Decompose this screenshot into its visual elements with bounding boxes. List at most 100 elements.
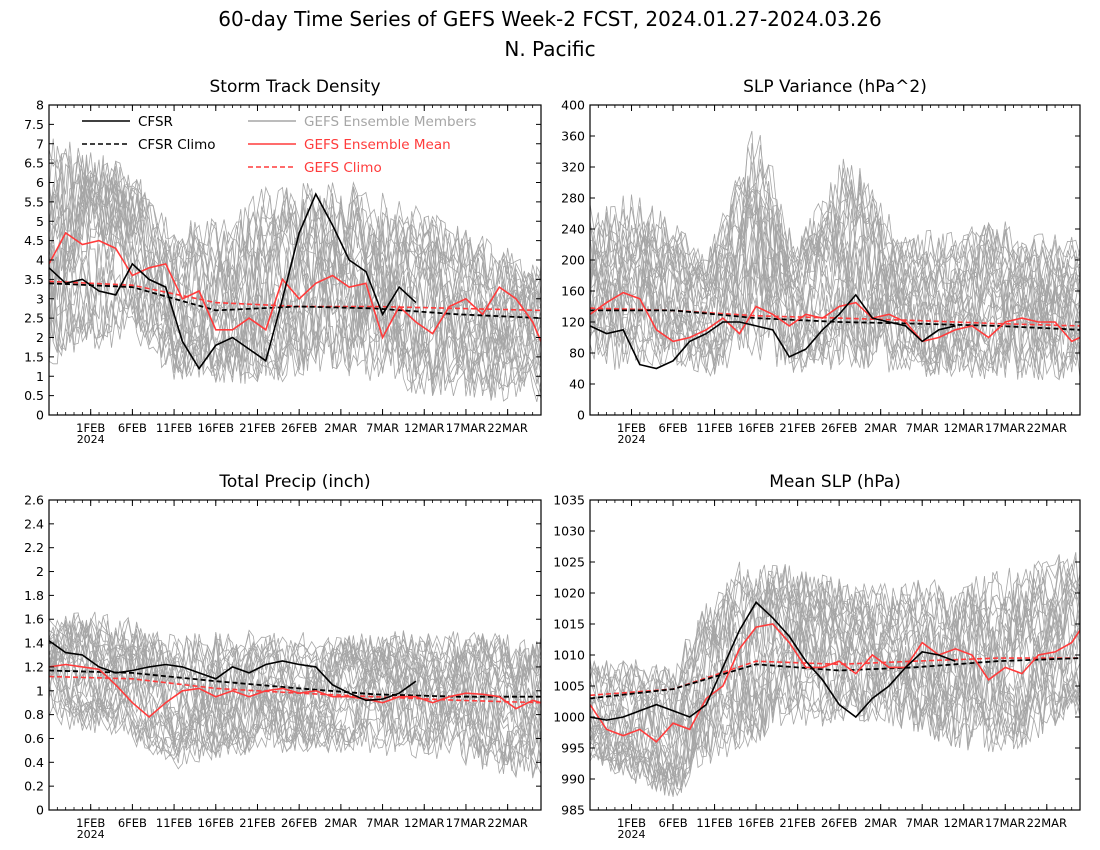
x-tick-label: 17MAR — [446, 816, 486, 830]
legend-label-ens-mean: GEFS Ensemble Mean — [304, 137, 451, 153]
series-cfsr-climo — [49, 669, 541, 698]
plot-area — [590, 552, 1080, 797]
series-gefs-ensemble-mean — [49, 231, 541, 342]
ensemble-member-line — [590, 214, 1080, 363]
panel-title: Total Precip (inch) — [218, 472, 370, 492]
y-tick-label: 80 — [569, 346, 585, 361]
series-gefs-ensemble-mean — [590, 291, 1080, 343]
y-tick-label: 400 — [561, 98, 585, 113]
x-tick-label: 1FEB — [76, 816, 105, 830]
y-tick-label: 1.4 — [24, 636, 44, 651]
ensemble-member-line — [590, 565, 1080, 792]
x-tick-label: 6FEB — [118, 816, 147, 830]
series-cfsr-climo — [49, 282, 541, 319]
ensemble-member-line — [49, 229, 541, 393]
x-tick-label: 26FEB — [821, 816, 858, 830]
ensemble-member-line — [49, 166, 541, 383]
y-tick-label: 0 — [36, 408, 44, 423]
ensemble-member-line — [590, 555, 1080, 735]
ensemble-member-line — [49, 209, 541, 378]
y-tick-label: 320 — [561, 160, 585, 175]
ensemble-members — [49, 138, 541, 403]
x-tick-label: 21FEB — [239, 421, 276, 435]
x-tick-label: 7MAR — [906, 816, 939, 830]
ensemble-member-line — [590, 164, 1080, 377]
x-tick-label: 1FEB — [617, 816, 646, 830]
series-cfsr — [49, 640, 417, 702]
legend-label-cfsr-climo: CFSR Climo — [138, 137, 216, 153]
y-tick-label: 1010 — [553, 648, 585, 663]
x-tick-label: 22MAR — [1027, 816, 1067, 830]
x-tick-label: 1FEB — [76, 421, 105, 435]
y-tick-label: 3 — [36, 291, 44, 306]
ensemble-member-line — [49, 198, 541, 392]
y-tick-label: 40 — [569, 377, 585, 392]
y-tick-label: 240 — [561, 222, 585, 237]
x-tick-label: 16FEB — [198, 816, 235, 830]
y-tick-label: 1025 — [553, 555, 585, 570]
x-tick-label: 16FEB — [198, 421, 235, 435]
y-tick-label: 6.5 — [24, 156, 44, 171]
panel-title: Storm Track Density — [209, 77, 380, 97]
ensemble-member-line — [49, 166, 541, 398]
ensemble-members — [590, 552, 1080, 797]
ensemble-member-line — [49, 204, 541, 380]
x-tick-label: 11FEB — [696, 816, 733, 830]
y-tick-label: 995 — [561, 741, 585, 756]
y-tick-label: 280 — [561, 191, 585, 206]
y-tick-label: 2.6 — [24, 493, 44, 508]
ensemble-member-line — [49, 638, 541, 759]
y-tick-label: 2.2 — [24, 540, 44, 555]
x-tick-label: 12MAR — [404, 421, 444, 435]
y-tick-label: 0.4 — [24, 755, 44, 770]
x-tick-label: 26FEB — [281, 816, 318, 830]
y-tick-label: 0 — [36, 803, 44, 818]
y-tick-label: 4.5 — [24, 233, 44, 248]
ensemble-member-line — [590, 181, 1080, 342]
x-tick-label: 2MAR — [864, 816, 897, 830]
ensemble-member-line — [49, 209, 541, 374]
x-tick-label: 16FEB — [738, 816, 775, 830]
x-year-label: 2024 — [618, 828, 646, 841]
ensemble-member-line — [590, 189, 1080, 364]
ensemble-member-line — [590, 252, 1080, 380]
y-tick-label: 1020 — [553, 586, 585, 601]
x-tick-label: 22MAR — [487, 816, 527, 830]
y-tick-label: 2 — [36, 330, 44, 345]
y-tick-label: 4 — [36, 253, 44, 268]
plot-frame — [48, 499, 542, 811]
chart-panel-3: Total Precip (inch) 0 0.2 0.4 0.6 0.8 1 1.2 1.4 1… — [24, 472, 542, 841]
chart-panel-2: SLP Variance (hPa^2) 0 40 80 120 160 200 240 280… — [561, 77, 1081, 446]
ensemble-member-line — [590, 564, 1080, 797]
y-tick-label: 160 — [561, 284, 585, 299]
ensemble-member-line — [590, 565, 1080, 790]
y-tick-label: 0.5 — [24, 388, 44, 403]
series-gefs-ensemble-mean — [49, 663, 541, 719]
ensemble-member-line — [590, 623, 1080, 787]
x-tick-label: 6FEB — [118, 421, 147, 435]
ensemble-member-line — [590, 568, 1080, 753]
x-tick-label: 6FEB — [659, 816, 688, 830]
y-tick-label: 0.8 — [24, 707, 44, 722]
x-tick-label: 11FEB — [156, 421, 193, 435]
y-tick-label: 1000 — [553, 710, 585, 725]
x-tick-label: 6FEB — [659, 421, 688, 435]
y-tick-label: 7.5 — [24, 117, 44, 132]
x-tick-label: 2MAR — [324, 816, 357, 830]
panel-title: SLP Variance (hPa^2) — [743, 77, 927, 97]
x-tick-label: 11FEB — [696, 421, 733, 435]
ensemble-member-line — [49, 159, 541, 397]
ensemble-member-line — [49, 162, 541, 396]
ensemble-member-line — [49, 173, 541, 398]
y-tick-label: 1015 — [553, 617, 585, 632]
y-tick-label: 990 — [561, 772, 585, 787]
ensemble-member-line — [49, 623, 541, 777]
ensemble-member-line — [590, 135, 1080, 381]
x-tick-label: 7MAR — [366, 421, 399, 435]
x-tick-label: 17MAR — [985, 816, 1025, 830]
x-tick-label: 17MAR — [985, 421, 1025, 435]
plot-area — [49, 138, 541, 403]
ensemble-member-line — [49, 638, 541, 760]
legend-label-members: GEFS Ensemble Members — [304, 114, 476, 130]
